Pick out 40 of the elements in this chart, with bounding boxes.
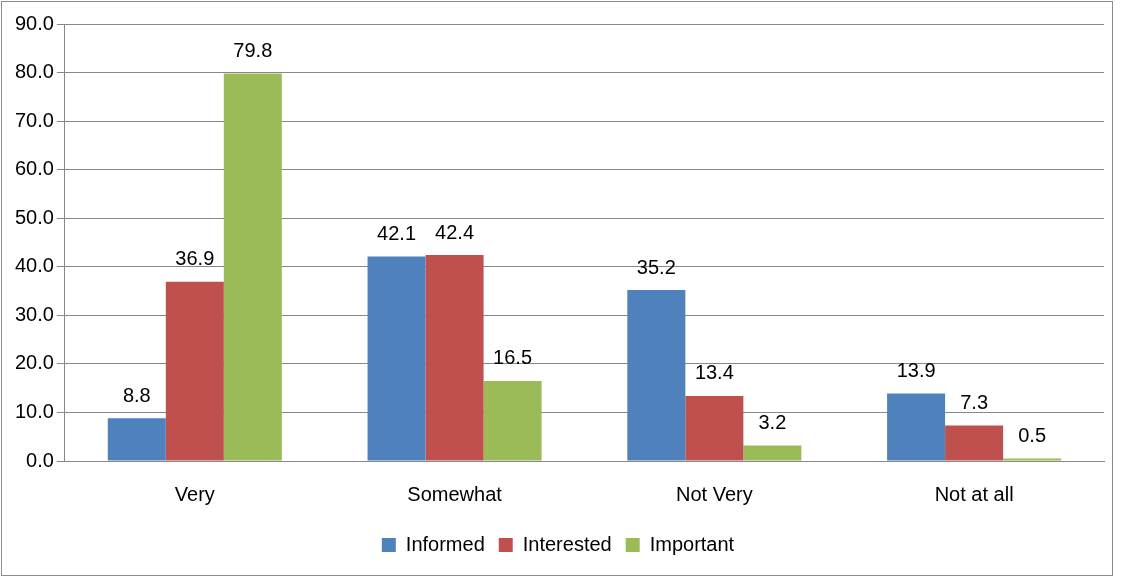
legend-label: Interested	[522, 532, 612, 555]
y-tick-label: 0.0	[26, 448, 54, 471]
data-label: 0.5	[1018, 424, 1047, 447]
y-tick-label: 20.0	[14, 351, 54, 374]
data-label: 16.5	[493, 346, 533, 369]
y-tick-label: 30.0	[14, 302, 54, 325]
bar	[945, 425, 1004, 461]
data-label: 13.9	[896, 359, 936, 382]
bar	[483, 380, 542, 461]
data-label: 3.2	[758, 410, 787, 433]
bar	[887, 393, 946, 461]
legend-label: Important	[649, 532, 735, 555]
data-label: 79.8	[233, 39, 273, 62]
legend-label: Informed	[405, 532, 485, 555]
y-tick-label: 60.0	[14, 157, 54, 180]
x-tick-label: Somewhat	[407, 482, 503, 505]
data-label: 35.2	[636, 255, 676, 278]
bar	[223, 73, 282, 461]
bar	[367, 256, 426, 461]
x-tick-label: Not at all	[934, 482, 1014, 505]
x-tick-label: Very	[174, 482, 215, 505]
bar	[425, 255, 484, 461]
y-tick-label: 50.0	[14, 205, 54, 228]
x-tick-label: Not Very	[676, 482, 753, 505]
y-tick-label: 90.0	[14, 11, 54, 34]
bar	[107, 418, 166, 461]
data-label: 42.4	[435, 220, 475, 243]
bar	[627, 290, 686, 461]
y-tick-label: 10.0	[14, 399, 54, 422]
bar	[165, 281, 224, 461]
bar	[685, 395, 744, 461]
y-tick-label: 40.0	[14, 254, 54, 277]
data-label: 42.1	[377, 222, 417, 245]
data-label: 13.4	[694, 361, 734, 384]
data-label: 7.3	[960, 391, 989, 414]
data-label: 36.9	[175, 247, 215, 270]
bar	[743, 445, 802, 461]
y-tick-label: 70.0	[14, 108, 54, 131]
data-label: 8.8	[122, 383, 151, 406]
y-tick-label: 80.0	[14, 60, 54, 83]
